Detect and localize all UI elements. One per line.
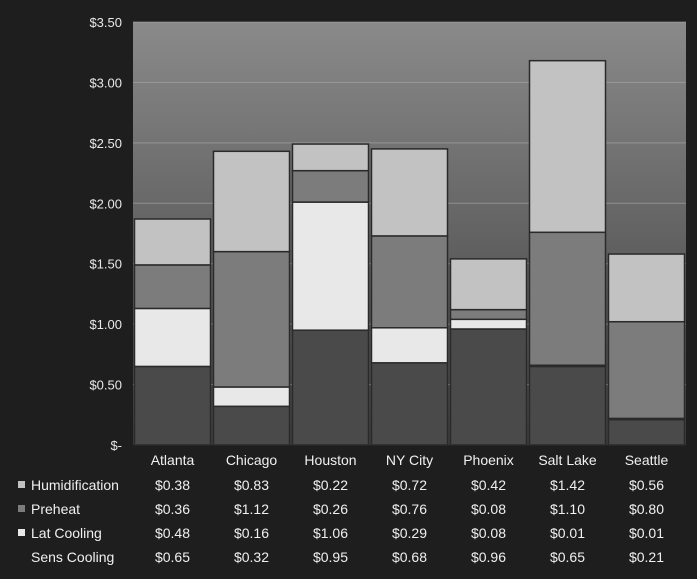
bar-segment	[133, 264, 212, 310]
data-table-cell: $0.36	[155, 501, 190, 517]
bar-segment	[449, 328, 528, 446]
data-table-cell: $1.12	[234, 501, 269, 517]
bar-segment	[212, 150, 291, 253]
bar-segment	[449, 318, 528, 330]
bar-segment	[133, 218, 212, 266]
bar-segment	[528, 231, 607, 366]
x-tick-label: Chicago	[226, 452, 278, 468]
legend-series-name: Lat Cooling	[31, 525, 102, 541]
data-table-cell: $0.29	[392, 525, 427, 541]
data-table-cell: $0.32	[234, 549, 269, 565]
data-table-cell: $0.01	[629, 525, 664, 541]
x-tick-label: Salt Lake	[538, 452, 597, 468]
bar-segment	[607, 320, 686, 420]
bar-segment	[291, 169, 370, 203]
y-tick-label: $3.50	[89, 15, 122, 30]
x-tick-label: Phoenix	[463, 452, 514, 468]
data-table-cell: $0.38	[155, 477, 190, 493]
data-table-cell: $0.96	[471, 549, 506, 565]
data-table-cell: $1.10	[550, 501, 585, 517]
bar-segment	[291, 201, 370, 331]
y-tick-label: $1.50	[89, 257, 122, 272]
x-tick-label: NY City	[386, 452, 433, 468]
data-table-cell: $0.72	[392, 477, 427, 493]
data-table-cell: $0.16	[234, 525, 269, 541]
legend-key-swatch	[18, 505, 25, 512]
legend-series-name: Sens Cooling	[31, 549, 114, 565]
bar-segment	[212, 250, 291, 388]
data-table-cell: $0.26	[313, 501, 348, 517]
x-tick-label: Seattle	[625, 452, 669, 468]
data-table-cell: $0.56	[629, 477, 664, 493]
data-table-cell: $0.68	[392, 549, 427, 565]
y-tick-label: $1.00	[89, 317, 122, 332]
bar-segment	[291, 329, 370, 446]
bar-segment	[212, 405, 291, 446]
bar-segment	[528, 365, 607, 446]
data-table-cell: $0.01	[550, 525, 585, 541]
bar-segment	[449, 258, 528, 311]
data-table-cell: $0.08	[471, 501, 506, 517]
bar-segment	[291, 143, 370, 172]
data-table-cell: $0.65	[550, 549, 585, 565]
bar-segment	[370, 235, 449, 329]
data-table-cell: $0.21	[629, 549, 664, 565]
legend-key-swatch	[18, 529, 25, 536]
data-table-cell: $0.48	[155, 525, 190, 541]
bar-segment	[133, 307, 212, 368]
x-tick-label: Houston	[304, 452, 356, 468]
data-table-cell: $0.08	[471, 525, 506, 541]
legend-series-name: Preheat	[31, 501, 80, 517]
bar-segment	[133, 365, 212, 446]
bar-segment	[370, 148, 449, 237]
data-table-cell: $0.22	[313, 477, 348, 493]
data-table-cell: $0.83	[234, 477, 269, 493]
x-tick-label: Atlanta	[151, 452, 195, 468]
legend-series-name: Humidification	[31, 477, 119, 493]
data-table-cell: $0.42	[471, 477, 506, 493]
data-table-cell: $0.65	[155, 549, 190, 565]
data-table-cell: $0.80	[629, 501, 664, 517]
bar-segment	[607, 418, 686, 446]
y-tick-label: $3.00	[89, 75, 122, 90]
data-table-cell: $1.42	[550, 477, 585, 493]
y-tick-label: $-	[110, 438, 122, 453]
data-table-cell: $1.06	[313, 525, 348, 541]
y-tick-label: $2.00	[89, 196, 122, 211]
y-tick-label: $2.50	[89, 136, 122, 151]
legend-key-swatch	[18, 481, 25, 488]
bar-segment	[370, 362, 449, 446]
y-tick-label: $0.50	[89, 378, 122, 393]
bar-segment	[212, 386, 291, 408]
bar-segment	[607, 253, 686, 323]
bar-segment	[370, 327, 449, 364]
bar-segment	[528, 59, 607, 234]
data-table-cell: $0.95	[313, 549, 348, 565]
bar-segment	[449, 308, 528, 321]
data-table-cell: $0.76	[392, 501, 427, 517]
